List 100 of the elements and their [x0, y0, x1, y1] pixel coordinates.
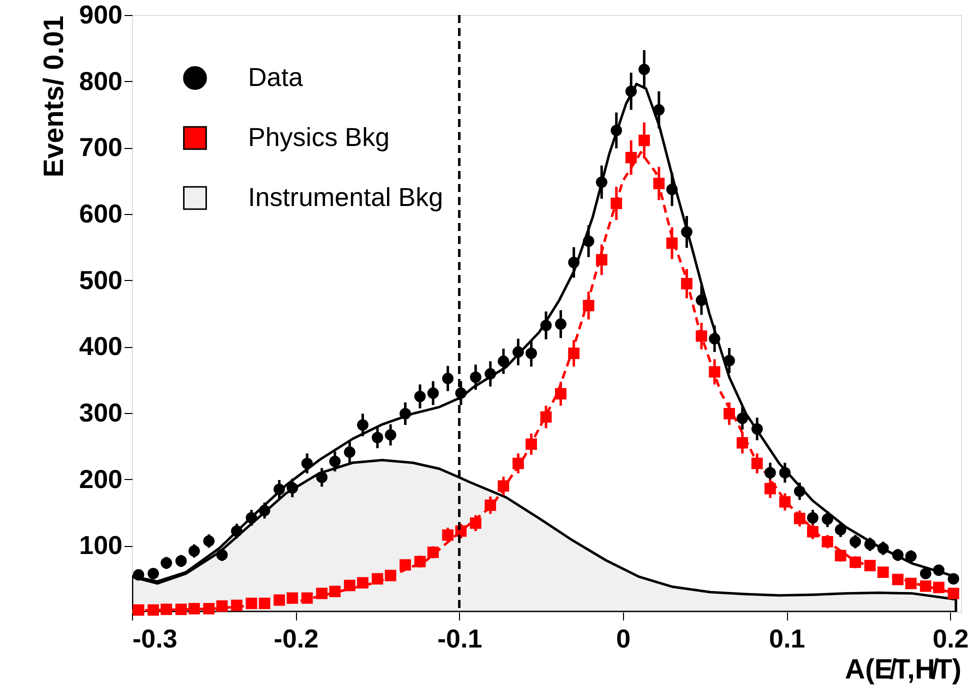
point [372, 573, 384, 585]
point [708, 333, 720, 344]
point [638, 64, 650, 76]
y-tick-label: 200 [79, 464, 122, 494]
point [610, 198, 622, 210]
point [316, 588, 328, 600]
point [231, 600, 242, 612]
point [864, 538, 876, 550]
y-axis-title: Events/ 0.01 [38, 16, 70, 178]
point [498, 356, 510, 367]
point [175, 555, 187, 567]
point [807, 526, 818, 538]
point [442, 529, 454, 541]
point [400, 559, 411, 571]
point [286, 592, 298, 604]
point [427, 387, 439, 399]
point [666, 184, 678, 196]
point [512, 458, 524, 470]
point [555, 318, 566, 330]
point [203, 535, 215, 547]
point [148, 604, 159, 616]
point [596, 176, 608, 188]
point [526, 348, 537, 359]
point [850, 556, 861, 568]
point [540, 411, 552, 423]
point [920, 580, 932, 592]
point [794, 512, 806, 524]
y-tick-label: 900 [79, 0, 122, 30]
y-tick-label: 800 [79, 66, 122, 96]
point [132, 604, 144, 616]
point [540, 320, 552, 332]
point [512, 346, 524, 358]
legend-label: Instrumental Bkg [248, 182, 444, 212]
point [681, 226, 692, 238]
point [681, 278, 692, 290]
point [188, 602, 200, 614]
point [905, 578, 917, 590]
point [384, 429, 396, 441]
point [400, 408, 411, 420]
point [286, 482, 298, 494]
point [877, 566, 889, 578]
point [779, 467, 791, 478]
y-tick-label: 700 [79, 132, 122, 162]
point [582, 236, 594, 247]
y-tick-label: 100 [79, 530, 122, 560]
point [216, 600, 228, 612]
point [274, 484, 285, 495]
point [920, 568, 932, 580]
point [484, 500, 496, 511]
point [357, 419, 368, 431]
point [246, 598, 258, 610]
point [751, 423, 763, 435]
point [568, 256, 580, 268]
point [442, 372, 454, 384]
y-tick-label: 400 [79, 331, 122, 362]
point [160, 557, 172, 569]
point [834, 550, 846, 562]
point [653, 178, 665, 190]
legend-label: Physics Bkg [248, 122, 390, 152]
point [329, 456, 341, 468]
x-tick-label: 0 [616, 624, 631, 654]
point [568, 348, 580, 359]
point [864, 560, 876, 572]
point [414, 390, 426, 402]
point [807, 512, 818, 524]
point [427, 546, 439, 558]
point [764, 467, 776, 478]
point [948, 573, 960, 585]
point [892, 549, 904, 561]
point [274, 594, 285, 606]
point [822, 536, 834, 548]
point [231, 525, 242, 537]
point [933, 582, 944, 594]
point [188, 545, 200, 557]
y-tick-label: 300 [79, 398, 122, 428]
point [724, 354, 735, 366]
y-tick-label: 500 [79, 264, 122, 295]
point [779, 496, 791, 508]
point [610, 124, 622, 136]
point [596, 254, 608, 266]
point [877, 542, 889, 554]
point [625, 86, 637, 97]
point [357, 577, 368, 589]
point [696, 330, 708, 342]
point [372, 432, 384, 444]
legend-label: Data [248, 62, 304, 92]
point [905, 550, 917, 562]
point [736, 437, 748, 449]
x-axis-title: A(E̸T,H̸T) [844, 654, 962, 684]
point [301, 592, 313, 604]
point [850, 536, 861, 548]
point [764, 482, 776, 494]
x-tick-label: -0.2 [274, 624, 319, 654]
x-tick-label: -0.1 [437, 624, 482, 654]
x-tick-label: 0.2 [932, 624, 969, 654]
point [175, 604, 187, 616]
point [203, 602, 215, 614]
point [724, 408, 735, 420]
point [316, 472, 328, 484]
y-tick-label: 600 [79, 198, 122, 228]
